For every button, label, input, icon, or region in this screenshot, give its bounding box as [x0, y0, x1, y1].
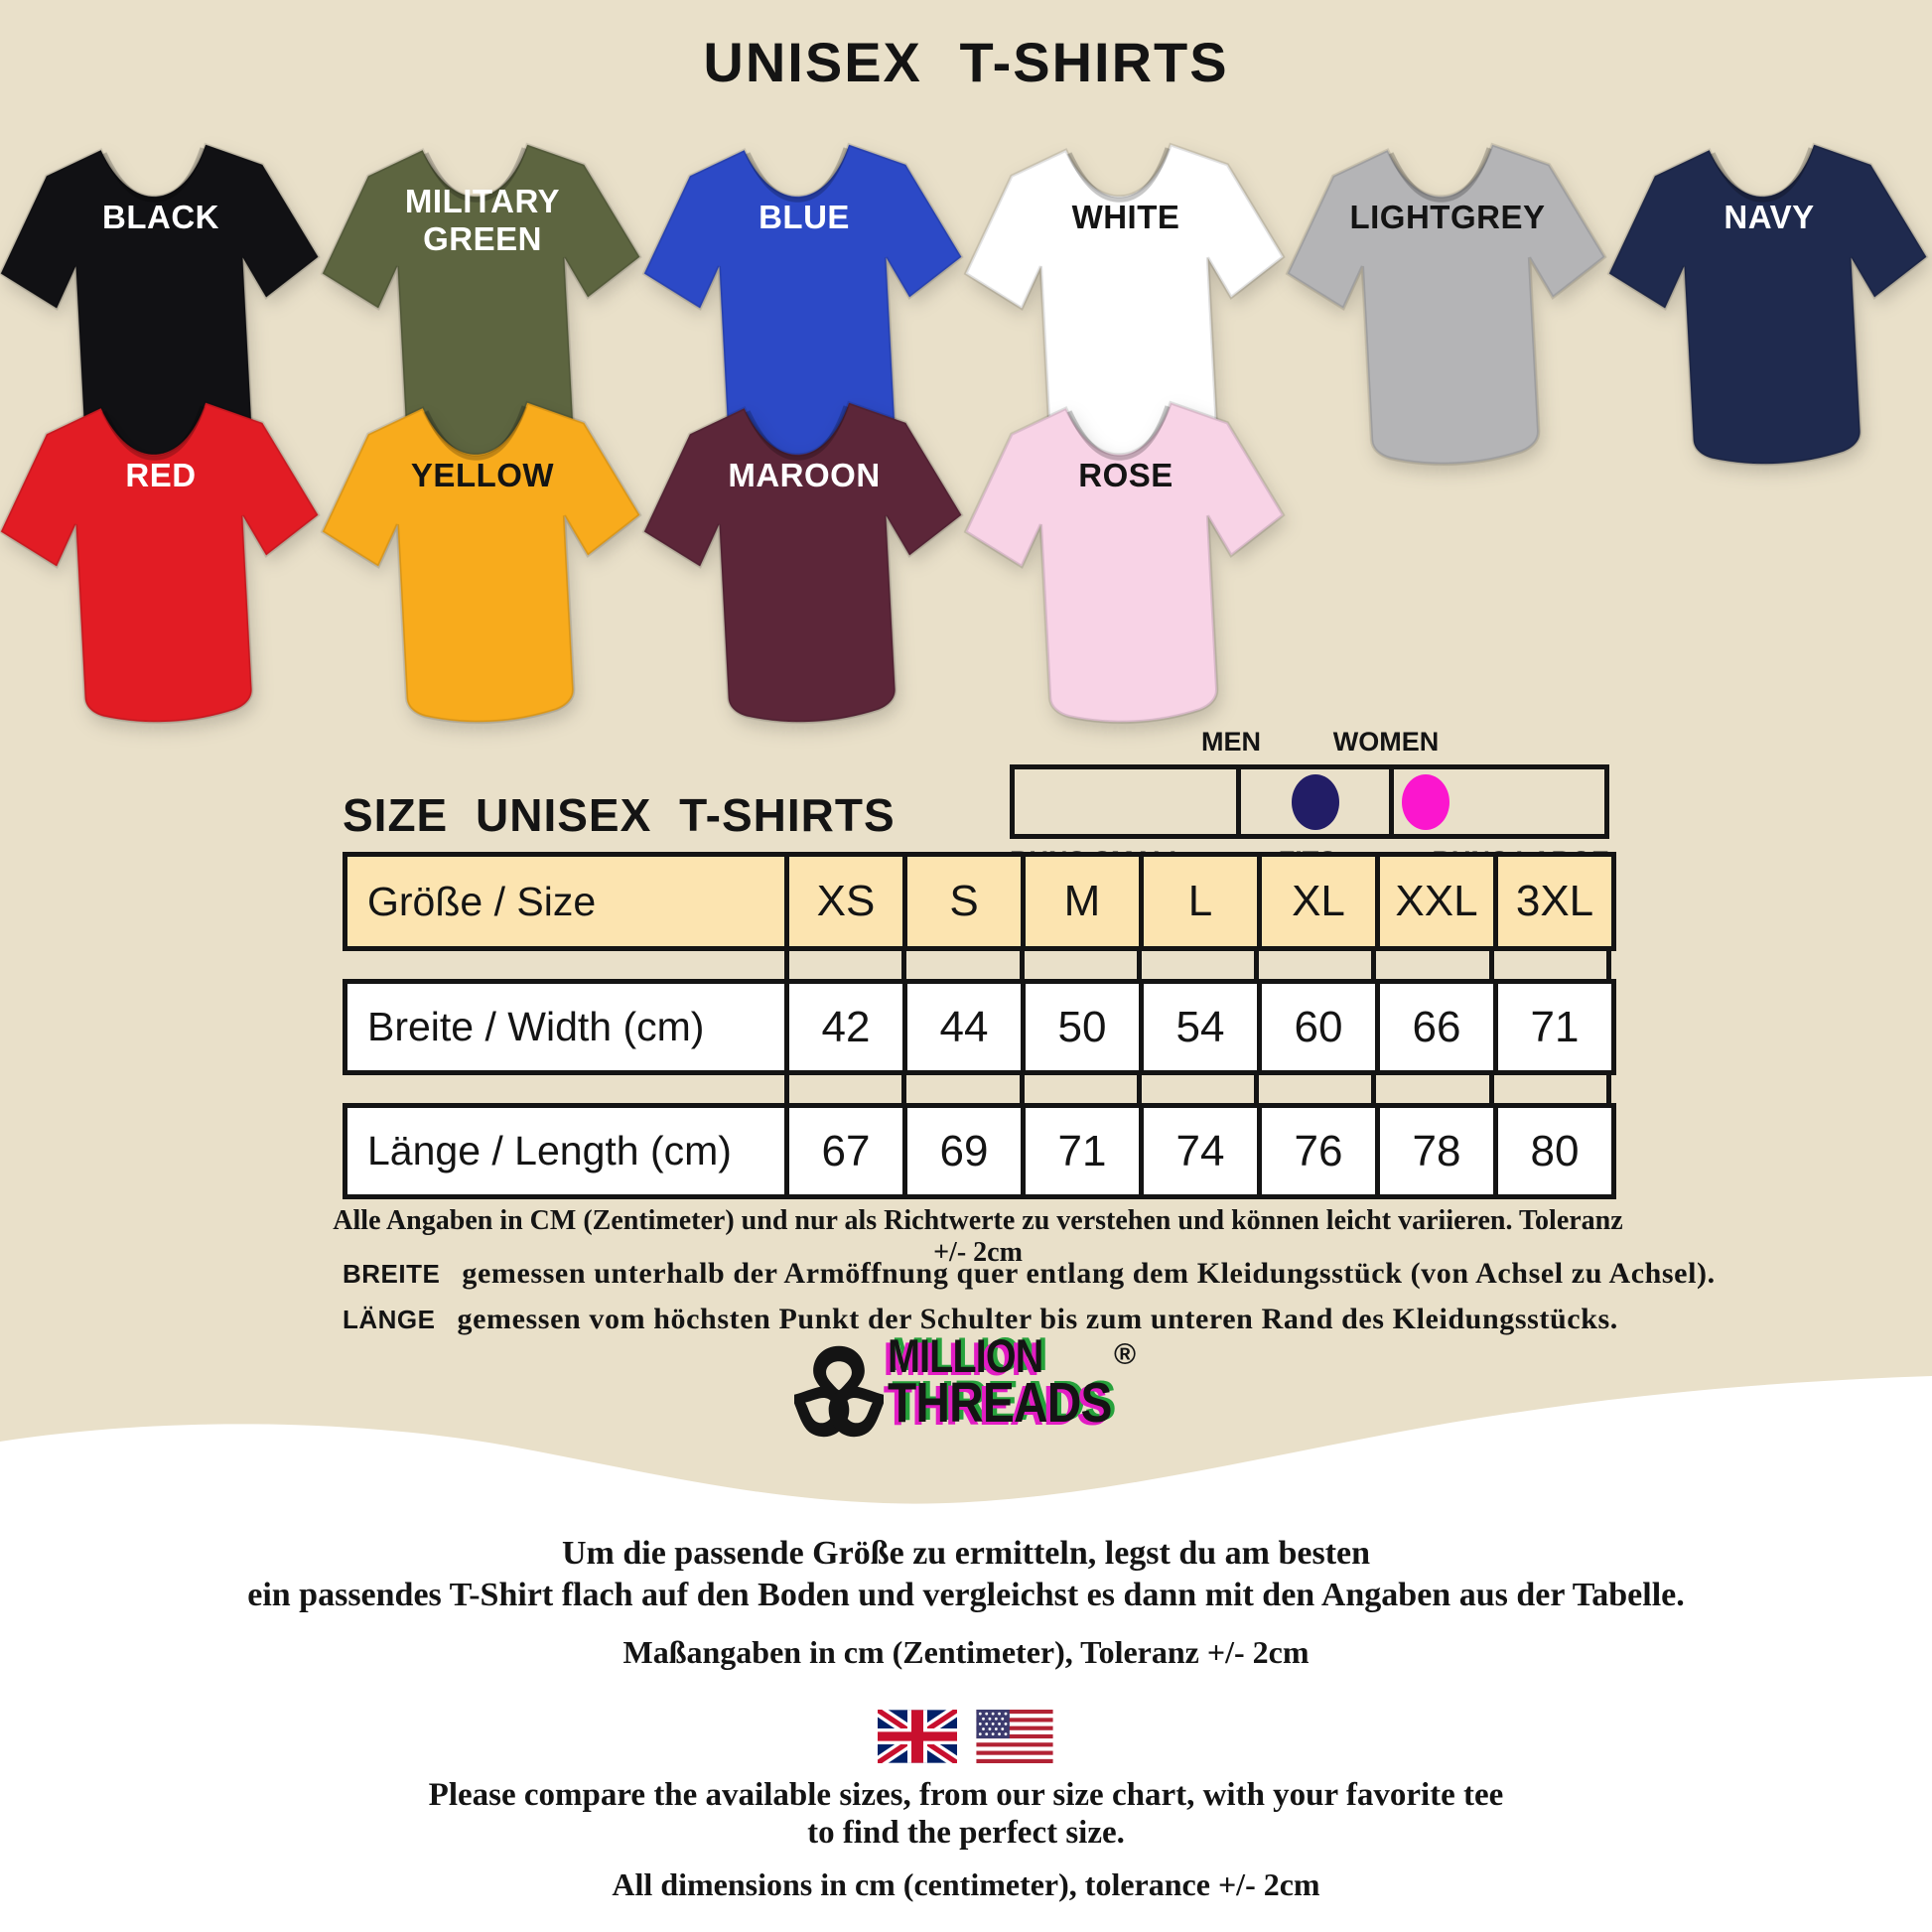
width-xl: 60	[1257, 984, 1375, 1070]
breite-text: gemessen unterhalb der Armöffnung quer e…	[462, 1257, 1716, 1290]
width-xxl: 66	[1375, 984, 1493, 1070]
tshirt-maroon: MAROON	[640, 369, 968, 733]
tshirt-label: MAROON	[728, 457, 881, 493]
men-fit-dot	[1291, 773, 1339, 830]
tshirt-lightgrey-image	[1275, 103, 1621, 481]
breite-term: BREITE	[343, 1259, 441, 1289]
tshirt-label: ROSE	[1078, 457, 1173, 493]
length-xl: 76	[1257, 1108, 1375, 1194]
size-header-xs: XS	[784, 857, 902, 946]
tshirt-maroon-image	[631, 361, 978, 739]
tshirt-lightgrey: LIGHTGREY	[1284, 111, 1611, 475]
page-title: UNISEX T-SHIRTS	[703, 31, 1229, 93]
table-spacer-row	[784, 951, 1611, 979]
width-l: 54	[1139, 984, 1257, 1070]
footer-german-line1: Um die passende Größe zu ermitteln, legs…	[561, 1535, 1371, 1572]
brand-wordmark: MILLION THREADS	[888, 1329, 1155, 1436]
tshirt-rose-image	[953, 361, 1300, 739]
footer-english-tolerance: All dimensions in cm (centimeter), toler…	[612, 1866, 1320, 1902]
tolerance-note: Alle Angaben in CM (Zentimeter) und nur …	[333, 1205, 1623, 1268]
width-xs: 42	[784, 984, 902, 1070]
footer-english-line2: to find the perfect size.	[807, 1815, 1125, 1851]
tshirt-label: WHITE	[1071, 199, 1180, 235]
tshirt-rose: ROSE	[962, 369, 1290, 733]
size-header-s: S	[902, 857, 1021, 946]
fit-scale-bar	[1010, 764, 1609, 839]
laenge-term: LÄNGE	[343, 1305, 436, 1334]
tshirt-red: RED	[0, 369, 325, 733]
threads-knot-icon	[794, 1345, 884, 1444]
size-column-header: Größe / Size	[367, 878, 597, 924]
width-row-label: Breite / Width (cm)	[367, 1004, 705, 1049]
tshirt-yellow-image	[310, 361, 656, 739]
tshirt-blue: BLUE	[640, 111, 968, 475]
length-3xl: 80	[1493, 1108, 1611, 1194]
tshirt-label: LIGHTGREY	[1349, 199, 1546, 235]
length-xs: 67	[784, 1108, 902, 1194]
tshirt-label: NAVY	[1724, 199, 1815, 235]
tshirt-red-image	[0, 361, 334, 739]
tshirt-military-green: MILITARY GREEN	[319, 111, 646, 475]
footer-german-line2: ein passendes T-Shirt flach auf den Bode…	[247, 1577, 1685, 1613]
fit-cell-runs-small	[1015, 769, 1236, 834]
table-header-row: Größe / Size XS S M L XL XXL 3XL	[343, 852, 1616, 951]
language-flags	[0, 1710, 1932, 1763]
width-m: 50	[1021, 984, 1139, 1070]
fit-cell-fits-perfect	[1236, 769, 1389, 834]
tshirt-label: BLACK	[102, 199, 219, 235]
size-header-xxl: XXL	[1375, 857, 1493, 946]
length-xxl: 78	[1375, 1108, 1493, 1194]
size-header-m: M	[1021, 857, 1139, 946]
registered-trademark-symbol: ®	[1114, 1338, 1137, 1371]
width-3xl: 71	[1493, 984, 1611, 1070]
us-flag-icon	[976, 1710, 1053, 1763]
length-l: 74	[1139, 1108, 1257, 1194]
uk-flag-icon	[878, 1710, 957, 1763]
tshirt-label: BLUE	[759, 199, 850, 235]
footer-german-tolerance: Maßangaben in cm (Zentimeter), Toleranz …	[622, 1634, 1310, 1670]
brand-line-threads: THREADS	[888, 1371, 1112, 1436]
laenge-text: gemessen vom höchsten Punkt der Schulter…	[457, 1303, 1618, 1335]
length-row-label: Länge / Length (cm)	[367, 1128, 732, 1173]
tshirt-yellow: YELLOW	[319, 369, 646, 733]
tshirt-navy: NAVY	[1605, 111, 1932, 475]
size-header-3xl: 3XL	[1493, 857, 1611, 946]
women-fit-dot	[1402, 773, 1449, 830]
length-m: 71	[1021, 1108, 1139, 1194]
size-chart-heading: SIZE UNISEX T-SHIRTS	[343, 789, 896, 841]
size-table: Größe / Size XS S M L XL XXL 3XL Breite …	[343, 852, 1616, 1199]
tshirt-navy-image	[1596, 103, 1932, 481]
brand-logo: MILLION THREADS ®	[794, 1329, 1172, 1453]
length-s: 69	[902, 1108, 1021, 1194]
size-header-xl: XL	[1257, 857, 1375, 946]
breite-definition: BREITE gemessen unterhalb der Armöffnung…	[343, 1257, 1716, 1291]
laenge-definition: LÄNGE gemessen vom höchsten Punkt der Sc…	[343, 1303, 1618, 1336]
fit-women-label: WOMEN	[1332, 727, 1440, 757]
tshirt-black: BLACK	[0, 111, 325, 475]
size-header-l: L	[1139, 857, 1257, 946]
width-row: Breite / Width (cm) 42 44 50 54 60 66 71	[343, 979, 1616, 1075]
brand-line-million: MILLION	[888, 1329, 1043, 1382]
tshirt-label: MILITARY GREEN	[404, 183, 561, 257]
length-row: Länge / Length (cm) 67 69 71 74 76 78 80	[343, 1103, 1616, 1199]
fit-men-label: MEN	[1201, 727, 1261, 757]
fit-cell-runs-large	[1389, 769, 1604, 834]
tshirt-white: WHITE	[962, 111, 1290, 475]
table-spacer-row	[784, 1075, 1611, 1103]
tshirt-label: RED	[125, 457, 197, 493]
footer-english-line1: Please compare the available sizes, from…	[428, 1777, 1504, 1813]
width-s: 44	[902, 984, 1021, 1070]
tshirt-label: YELLOW	[410, 457, 555, 493]
